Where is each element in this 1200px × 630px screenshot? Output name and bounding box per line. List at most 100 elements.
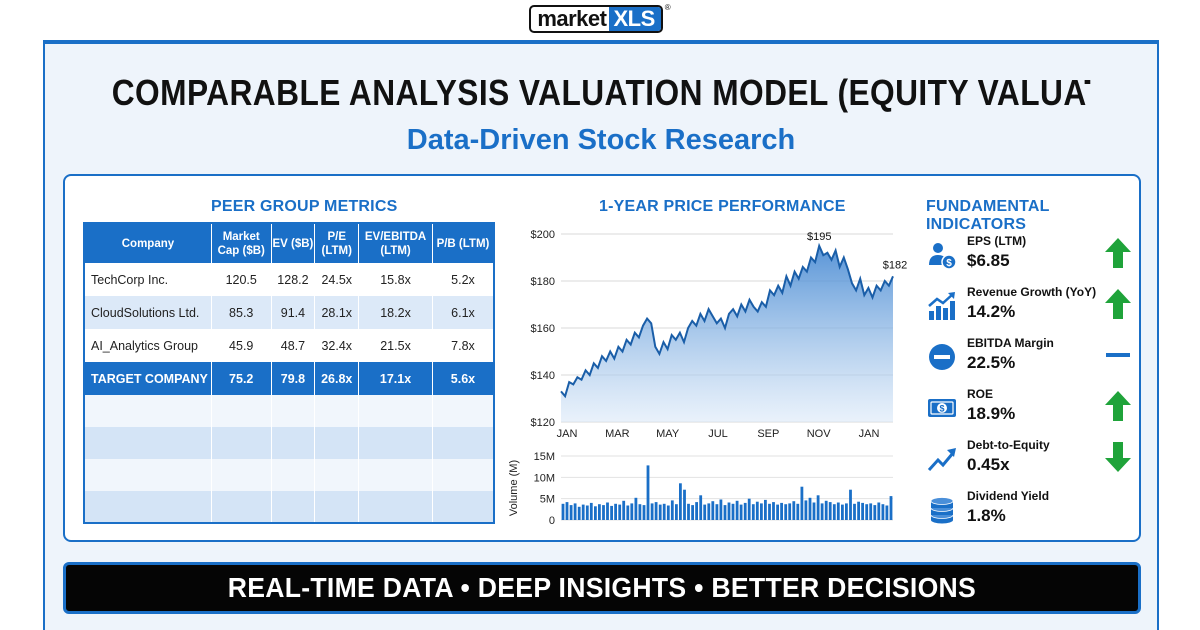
volume-bar — [618, 504, 622, 520]
y-tick-label: $180 — [531, 276, 555, 288]
x-tick-label: MAR — [605, 428, 630, 440]
cell-ev-ebitda: 18.2x — [358, 296, 433, 329]
volume-bar — [780, 502, 783, 520]
volume-bar — [594, 506, 597, 520]
cell-ev: 128.2 — [271, 263, 316, 296]
volume-bar — [626, 505, 630, 520]
col-header-ev-ebitda[interactable]: EV/EBITDA (LTM) — [358, 223, 433, 263]
volume-bar — [662, 503, 666, 520]
volume-bar — [561, 503, 565, 520]
volume-bar — [861, 502, 864, 520]
volume-bar — [581, 504, 585, 520]
volume-bar — [768, 503, 771, 520]
volume-bar — [836, 502, 840, 520]
table-row[interactable]: TechCorp Inc. 120.5 128.2 24.5x 15.8x 5.… — [84, 263, 495, 296]
col-header-pe[interactable]: P/E (LTM) — [314, 223, 360, 263]
empty-row — [84, 395, 495, 427]
volume-bar — [719, 499, 723, 520]
trend-arrow-icon — [927, 448, 956, 472]
indicator-eps: $ EPS (LTM) $6.85 — [925, 232, 1135, 282]
indicator-label: ROE — [967, 387, 994, 401]
volume-bar — [869, 503, 873, 520]
volume-bar — [889, 496, 893, 520]
volume-bar — [670, 500, 674, 520]
trend-flat-icon — [1106, 353, 1130, 357]
volume-bar — [610, 505, 613, 520]
volume-bar — [873, 505, 877, 520]
volume-bar — [598, 504, 601, 520]
col-header-company[interactable]: Company — [84, 223, 212, 263]
volume-bar — [808, 497, 812, 520]
indicator-label: Debt-to-Equity — [967, 438, 1050, 452]
volume-bar — [743, 502, 747, 520]
empty-row — [84, 427, 495, 459]
table-row[interactable]: CloudSolutions Ltd. 85.3 91.4 28.1x 18.2… — [84, 296, 495, 329]
volume-bar — [675, 504, 678, 520]
cell-pb: 5.6x — [432, 362, 495, 395]
volume-bar — [622, 500, 626, 520]
volume-bar — [816, 495, 820, 520]
logo-bar: market XLS ® — [0, 3, 1200, 37]
volume-bar — [820, 503, 824, 520]
cell-company: TARGET COMPANY — [84, 362, 212, 395]
volume-bar — [654, 502, 658, 520]
indicator-ebitda-margin: EBITDA Margin 22.5% — [925, 334, 1135, 384]
cell-pe: 26.8x — [314, 362, 360, 395]
cell-ev: 79.8 — [271, 362, 316, 395]
volume-bar — [687, 503, 690, 520]
volume-bar — [695, 502, 698, 520]
col-header-ev[interactable]: EV ($B) — [271, 223, 316, 263]
cell-pb: 6.1x — [432, 296, 495, 329]
volume-bar — [885, 505, 889, 520]
volume-y-tick-label: 5M — [540, 494, 555, 506]
col-header-pb[interactable]: P/B (LTM) — [432, 223, 495, 263]
cell-market-cap: 45.9 — [211, 329, 272, 362]
indicator-value: 14.2% — [967, 302, 1016, 321]
volume-bar — [841, 504, 844, 520]
volume-bar — [707, 503, 711, 520]
volume-bar — [573, 503, 577, 520]
x-tick-label: JAN — [859, 428, 880, 440]
volume-bar — [881, 504, 885, 520]
volume-bar — [731, 503, 735, 520]
cell-ev-ebitda: 17.1x — [358, 362, 433, 395]
volume-y-tick-label: 0 — [549, 515, 555, 527]
indicator-value: 1.8% — [967, 506, 1006, 525]
volume-bar — [865, 504, 869, 520]
col-header-market-cap[interactable]: Market Cap ($B) — [211, 223, 272, 263]
y-tick-label: $140 — [531, 370, 555, 382]
volume-bar — [747, 498, 751, 520]
cell-market-cap: 75.2 — [211, 362, 272, 395]
volume-bar — [565, 502, 569, 520]
volume-bar — [634, 497, 638, 520]
volume-bar — [772, 502, 775, 520]
volume-bar — [642, 505, 646, 520]
logo-text-market: market — [537, 6, 607, 31]
cell-company: TechCorp Inc. — [84, 263, 212, 296]
logo-text-xls: XLS — [609, 7, 661, 31]
coin-stack-icon — [930, 497, 954, 524]
volume-bar — [585, 505, 589, 520]
volume-bar — [735, 500, 739, 520]
indicator-revenue-growth: Revenue Growth (YoY) 14.2% — [925, 283, 1135, 333]
cell-ev: 48.7 — [271, 329, 316, 362]
last-price-label: $182 — [883, 259, 907, 271]
volume-y-tick-label: 15M — [534, 451, 555, 463]
volume-bar — [703, 504, 707, 520]
target-company-row[interactable]: TARGET COMPANY 75.2 79.8 26.8x 17.1x 5.6… — [84, 362, 495, 395]
volume-bar — [849, 489, 852, 520]
cell-ev: 91.4 — [271, 296, 316, 329]
cell-market-cap: 120.5 — [211, 263, 272, 296]
volume-bar — [877, 502, 881, 520]
volume-bar — [658, 504, 662, 520]
minus-circle-icon — [929, 344, 955, 370]
brand-logo[interactable]: market XLS — [529, 5, 663, 33]
table-row[interactable]: AI_Analytics Group 45.9 48.7 32.4x 21.5x… — [84, 329, 495, 362]
chart-section-title: 1-YEAR PRICE PERFORMANCE — [599, 198, 846, 215]
volume-bar — [812, 502, 816, 520]
cell-pb: 5.2x — [432, 263, 495, 296]
volume-bar — [739, 504, 743, 520]
cell-pe: 32.4x — [314, 329, 360, 362]
x-tick-label: SEP — [757, 428, 779, 440]
table-header-row: Company Market Cap ($B) EV ($B) P/E (LTM… — [84, 223, 495, 263]
